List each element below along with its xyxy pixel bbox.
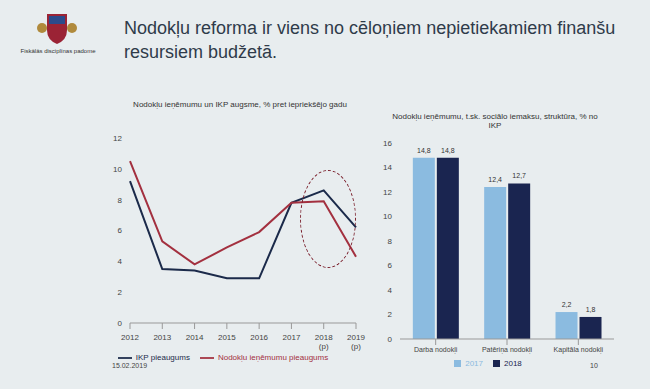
- svg-text:2,2: 2,2: [562, 301, 572, 308]
- html-text:10: 10: [590, 362, 598, 369]
- svg-text:2013: 2013: [153, 333, 171, 342]
- html-text:2018: 2018: [504, 359, 522, 368]
- svg-text:2012: 2012: [121, 333, 139, 342]
- svg-text:2: 2: [388, 310, 393, 319]
- svg-text:2019(p): 2019(p): [347, 333, 365, 351]
- svg-text:14: 14: [383, 163, 392, 172]
- svg-text:12,4: 12,4: [488, 176, 502, 183]
- html-text:15.02.2019: 15.02.2019: [112, 362, 147, 369]
- svg-text:Darba nodokļi: Darba nodokļi: [414, 346, 458, 354]
- svg-text:0: 0: [118, 319, 123, 328]
- html-text:Nodokļu ieņēmumu, t.sk. sociāl: Nodokļu ieņēmumu, t.sk. sociālo iemaksu,…: [392, 112, 598, 130]
- svg-text:4: 4: [388, 286, 393, 295]
- svg-text:10: 10: [113, 165, 122, 174]
- svg-text:0: 0: [388, 335, 393, 344]
- svg-text:12,7: 12,7: [512, 172, 526, 179]
- svg-text:2017: 2017: [283, 333, 301, 342]
- svg-text:12: 12: [113, 134, 122, 143]
- svg-text:14,8: 14,8: [417, 147, 431, 154]
- html-text:IKP pieaugums: IKP pieaugums: [135, 353, 190, 363]
- html-text:Nodokļu reforma ir viens no cē: Nodokļu reforma ir viens no cēloņiem nep…: [124, 18, 616, 62]
- svg-text:16: 16: [383, 139, 392, 148]
- svg-text:14,8: 14,8: [441, 147, 455, 154]
- html-text:Nodokļu ieņēmumu un IKP augsme: Nodokļu ieņēmumu un IKP augsme, % pret i…: [133, 100, 347, 109]
- html-text:2017: 2017: [465, 359, 483, 368]
- svg-text:6: 6: [388, 261, 393, 270]
- svg-text:2018(p): 2018(p): [315, 333, 333, 351]
- svg-text:2: 2: [118, 288, 123, 297]
- svg-text:2015: 2015: [218, 333, 236, 342]
- html-text:Nodokļu ieņēmumu pieaugums: Nodokļu ieņēmumu pieaugums: [217, 353, 329, 363]
- svg-text:12: 12: [383, 188, 392, 197]
- svg-text:8: 8: [118, 196, 123, 205]
- svg-text:Patēriņa nodokļi: Patēriņa nodokļi: [482, 346, 533, 354]
- html-text:Fiskālās disciplīnas padome: Fiskālās disciplīnas padome: [20, 48, 96, 54]
- svg-text:2016: 2016: [250, 333, 268, 342]
- svg-text:8: 8: [388, 237, 393, 246]
- svg-text:2014: 2014: [186, 333, 204, 342]
- svg-text:4: 4: [118, 257, 123, 266]
- svg-text:10: 10: [383, 212, 392, 221]
- svg-text:Kapitāla nodokļi: Kapitāla nodokļi: [554, 346, 604, 354]
- svg-text:6: 6: [118, 226, 123, 235]
- svg-text:1,8: 1,8: [586, 306, 596, 313]
